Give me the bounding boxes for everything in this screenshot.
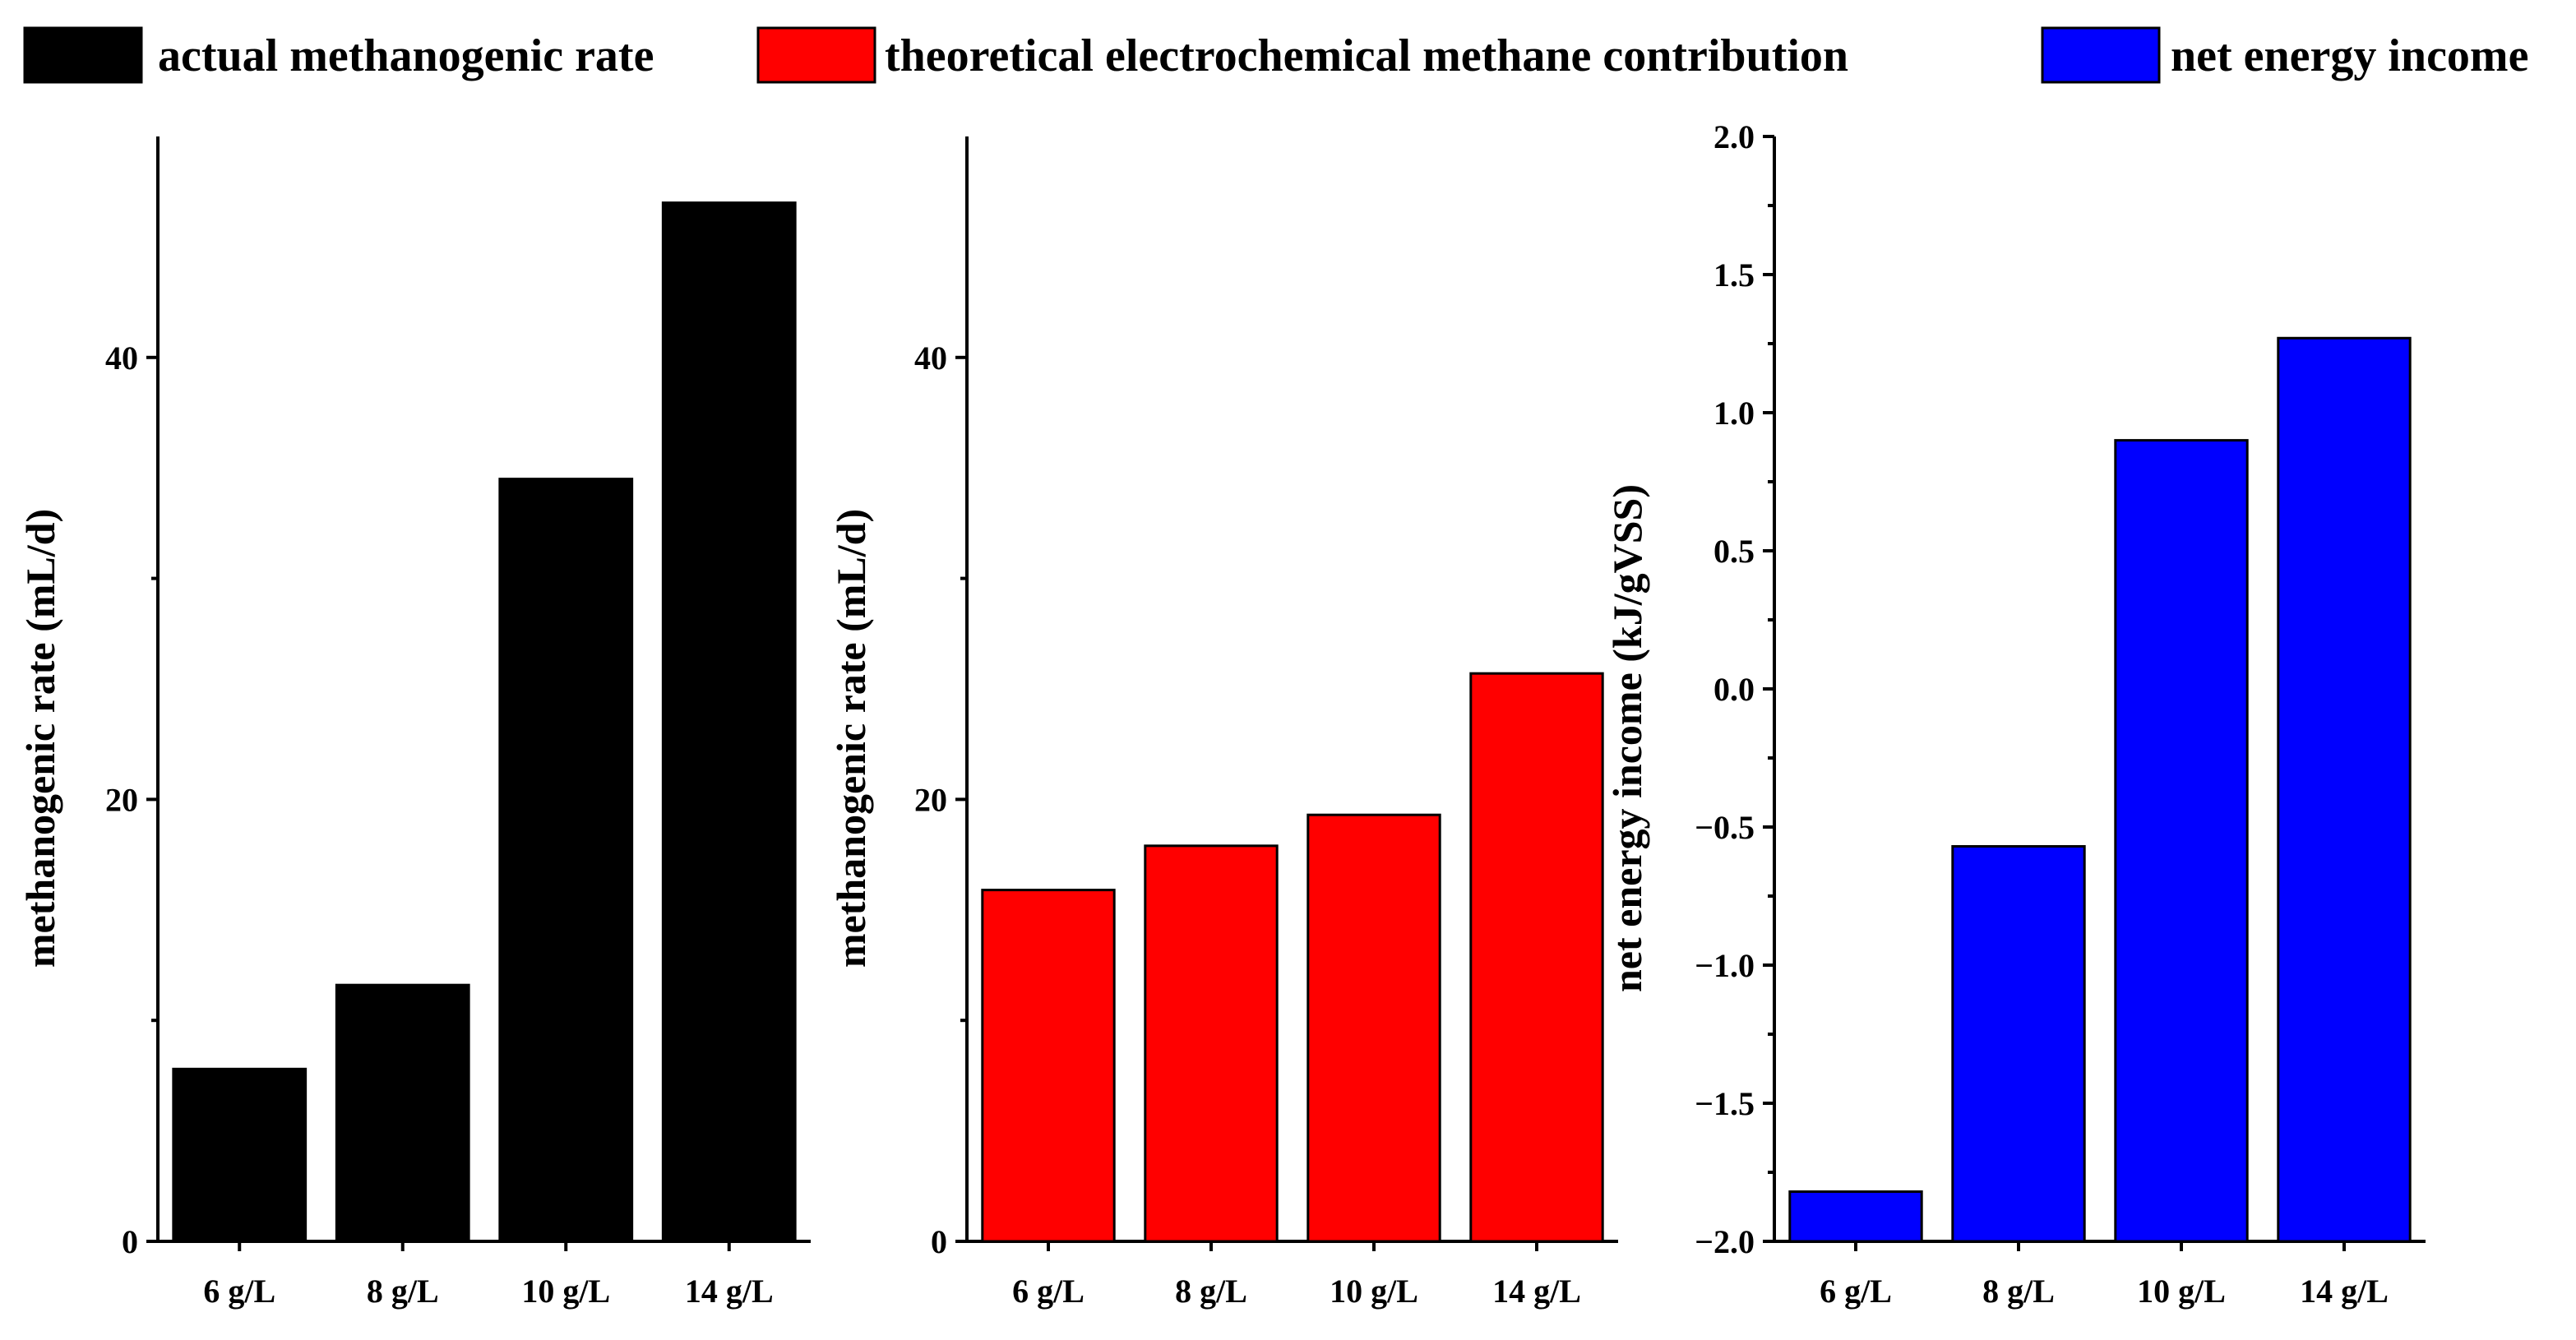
bar: [335, 983, 470, 1243]
y-tick-label: 40: [914, 340, 947, 377]
bar: [661, 201, 797, 1243]
legend-swatch-actual: [23, 26, 143, 84]
x-tick-label: 10 g/L: [2137, 1273, 2226, 1310]
x-tick-label: 14 g/L: [685, 1273, 774, 1310]
y-tick-label: 0.0: [1713, 671, 1755, 708]
y-tick-label: 0: [122, 1223, 138, 1260]
y-tick-label: 2.0: [1713, 118, 1755, 155]
bar: [498, 478, 634, 1243]
y-axis-title: net energy income (kJ/gVSS): [1604, 484, 1650, 992]
bar: [1788, 1190, 1923, 1243]
legend-label-net-energy: net energy income: [2171, 30, 2528, 81]
y-tick-label: 20: [914, 781, 947, 818]
bar: [1144, 844, 1279, 1243]
bar: [2114, 439, 2249, 1243]
chart-panel-net-energy: −2.0 −1.5 −1.0 −0.5 0.0 0.5 1.0 1.5 2.0 6 g/L 8 g/…: [1604, 118, 2426, 1310]
legend: actual methanogenic rate theoretical ele…: [23, 26, 2528, 84]
y-tick-label: 0: [931, 1223, 947, 1260]
bar: [981, 889, 1116, 1243]
y-tick-label: −1.5: [1695, 1085, 1755, 1122]
y-tick-label: 1.5: [1713, 256, 1755, 293]
chart-panel-theoretical: 0 20 40 6 g/L 8 g/L 10 g/L 14 g/L methanogenic …: [828, 136, 1618, 1310]
y-tick-label: 1.0: [1713, 395, 1755, 432]
y-axis-title: methanogenic rate (mL/d): [828, 509, 874, 968]
y-tick-label: −2.0: [1695, 1223, 1755, 1260]
x-tick-label: 14 g/L: [2300, 1273, 2389, 1310]
x-tick-label: 8 g/L: [367, 1273, 439, 1310]
x-tick-label: 6 g/L: [1012, 1273, 1085, 1310]
x-tick-label: 8 g/L: [1175, 1273, 1247, 1310]
bar: [1306, 813, 1441, 1243]
bar: [1951, 845, 2086, 1243]
x-tick-label: 10 g/L: [521, 1273, 610, 1310]
x-tick-label: 14 g/L: [1492, 1273, 1581, 1310]
y-tick-label: −1.0: [1695, 947, 1755, 984]
bar: [2277, 336, 2412, 1243]
y-tick-label: 20: [105, 781, 138, 818]
y-tick-label: −0.5: [1695, 809, 1755, 846]
legend-swatch-net-energy: [2041, 26, 2161, 84]
x-tick-label: 8 g/L: [1982, 1273, 2055, 1310]
y-axis-title: methanogenic rate (mL/d): [17, 509, 63, 968]
chart-panel-actual: 0 20 40 6 g/L 8 g/L 10 g/L 14 g/L methanogenic …: [17, 136, 811, 1310]
bar: [1469, 672, 1604, 1243]
y-tick-label: 40: [105, 340, 138, 377]
y-tick-label: 0.5: [1713, 533, 1755, 570]
x-tick-label: 10 g/L: [1330, 1273, 1418, 1310]
bar: [172, 1067, 308, 1243]
x-tick-label: 6 g/L: [203, 1273, 275, 1310]
legend-swatch-theoretical: [756, 26, 876, 84]
legend-label-actual: actual methanogenic rate: [158, 30, 654, 81]
legend-label-theoretical: theoretical electrochemical methane cont…: [885, 30, 1848, 81]
x-tick-label: 6 g/L: [1820, 1273, 1892, 1310]
